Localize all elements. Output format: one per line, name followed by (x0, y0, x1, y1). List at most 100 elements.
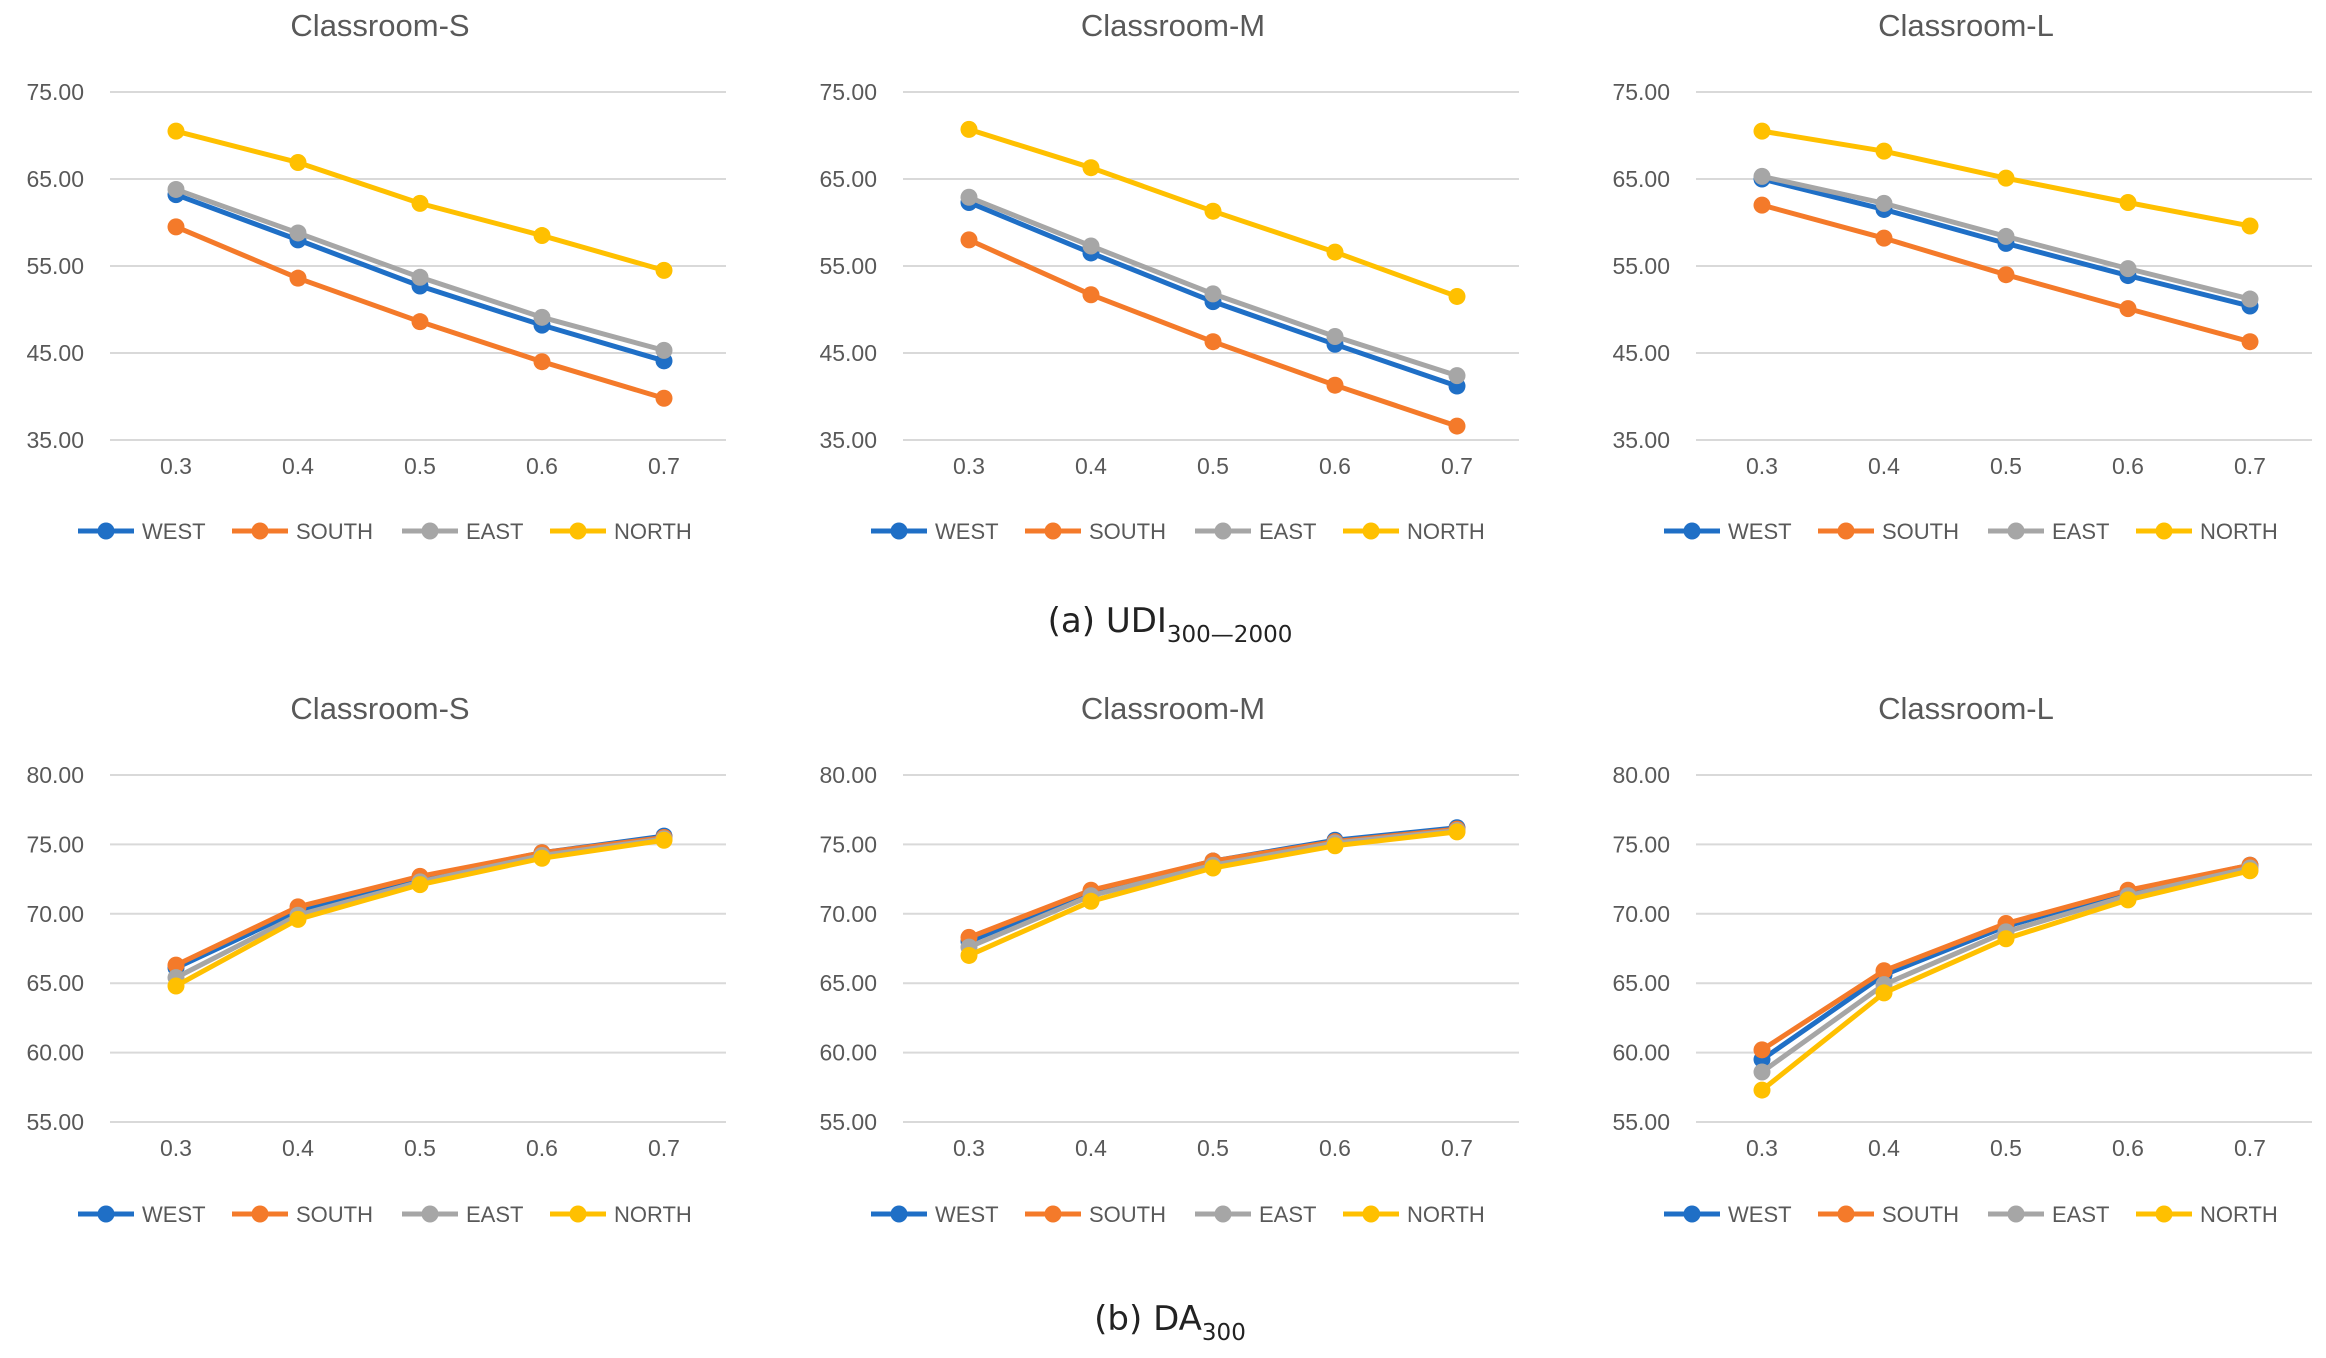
legend-item-south: SOUTH (232, 519, 373, 544)
data-point-north (167, 122, 185, 140)
data-point-south (1448, 417, 1466, 435)
x-tick-label: 0.6 (2112, 1135, 2144, 1161)
data-point-north (411, 194, 429, 212)
legend-item-west: WEST (78, 1202, 206, 1227)
legend-label: WEST (935, 519, 999, 544)
y-tick-label: 65.00 (26, 166, 84, 192)
data-point-north (1875, 984, 1893, 1002)
chart-title: Classroom-L (1878, 8, 2054, 43)
data-point-north (1997, 169, 2015, 187)
data-point-north (1326, 243, 1344, 261)
legend-marker (1683, 522, 1701, 540)
y-tick-label: 65.00 (26, 970, 84, 996)
legend-label: NORTH (1407, 1202, 1485, 1227)
data-point-north (1204, 859, 1222, 877)
y-tick-label: 60.00 (1612, 1040, 1670, 1066)
x-tick-label: 0.5 (1990, 453, 2022, 479)
legend-item-south: SOUTH (1818, 519, 1959, 544)
data-point-east (2119, 260, 2137, 278)
legend-label: EAST (1259, 1202, 1316, 1227)
y-tick-label: 45.00 (819, 340, 877, 366)
y-tick-label: 55.00 (1612, 253, 1670, 279)
legend-marker (251, 522, 269, 540)
data-point-north (1326, 837, 1344, 855)
data-point-north (1997, 930, 2015, 948)
data-point-east (1448, 367, 1466, 385)
legend-item-north: NORTH (2136, 519, 2278, 544)
y-tick-label: 45.00 (26, 340, 84, 366)
legend-item-south: SOUTH (1818, 1202, 1959, 1227)
data-point-east (411, 268, 429, 286)
legend-label: WEST (935, 1202, 999, 1227)
data-point-north (2119, 193, 2137, 211)
legend-label: WEST (142, 519, 206, 544)
x-tick-label: 0.5 (404, 1135, 436, 1161)
x-tick-label: 0.7 (2234, 1135, 2266, 1161)
legend-marker (2155, 1205, 2173, 1223)
x-tick-label: 0.6 (526, 1135, 558, 1161)
chart-title: Classroom-S (290, 691, 469, 726)
x-tick-label: 0.3 (160, 453, 192, 479)
legend-label: NORTH (2200, 1202, 2278, 1227)
data-point-east (655, 341, 673, 359)
chart-panel-6: Classroom-L 55.00 60.00 65.00 70.00 75.00 80.0… (1612, 691, 2312, 1227)
x-tick-label: 0.6 (1319, 453, 1351, 479)
data-point-south (2119, 300, 2137, 318)
x-tick-label: 0.3 (1746, 1135, 1778, 1161)
data-point-north (1448, 823, 1466, 841)
y-tick-label: 75.00 (819, 831, 877, 857)
legend-label: EAST (466, 1202, 523, 1227)
data-point-north (167, 977, 185, 995)
x-tick-label: 0.3 (953, 1135, 985, 1161)
x-tick-label: 0.6 (526, 453, 558, 479)
data-point-north (1875, 142, 1893, 160)
legend-label: EAST (466, 519, 523, 544)
legend-item-north: NORTH (1343, 519, 1485, 544)
series-line-east (173, 836, 667, 981)
x-tick-label: 0.7 (1441, 1135, 1473, 1161)
y-tick-label: 45.00 (1612, 340, 1670, 366)
x-tick-label: 0.4 (1075, 453, 1107, 479)
y-tick-label: 65.00 (819, 970, 877, 996)
data-point-north (960, 120, 978, 138)
data-point-south (411, 313, 429, 331)
y-tick-label: 70.00 (1612, 901, 1670, 927)
data-point-south (1082, 286, 1100, 304)
legend-label: EAST (2052, 519, 2109, 544)
data-point-south (960, 231, 978, 249)
legend-label: SOUTH (296, 519, 373, 544)
legend-marker (1214, 1205, 1232, 1223)
y-tick-label: 60.00 (26, 1040, 84, 1066)
legend-item-east: EAST (402, 519, 523, 544)
legend-item-north: NORTH (550, 519, 692, 544)
x-tick-label: 0.3 (1746, 453, 1778, 479)
data-point-south (167, 956, 185, 974)
y-tick-label: 55.00 (819, 253, 877, 279)
chart-panel-3: Classroom-L 35.00 45.00 55.00 65.00 75.00 0.3 0… (1612, 8, 2312, 544)
legend-item-north: NORTH (2136, 1202, 2278, 1227)
legend-label: WEST (1728, 519, 1792, 544)
data-point-south (1326, 376, 1344, 394)
legend-item-east: EAST (1988, 1202, 2109, 1227)
legend-item-east: EAST (1988, 519, 2109, 544)
data-point-south (2241, 333, 2259, 351)
legend-item-west: WEST (1664, 519, 1792, 544)
data-point-east (960, 188, 978, 206)
data-point-north (2119, 891, 2137, 909)
data-point-north (1753, 1081, 1771, 1099)
legend-item-south: SOUTH (1025, 519, 1166, 544)
caption-b: (b) DA300 (1094, 1299, 1246, 1346)
data-point-south (1875, 229, 1893, 247)
data-point-east (533, 308, 551, 326)
data-point-south (289, 269, 307, 287)
y-tick-label: 55.00 (26, 253, 84, 279)
data-point-east (1753, 167, 1771, 185)
legend-label: WEST (1728, 1202, 1792, 1227)
y-tick-label: 75.00 (26, 831, 84, 857)
legend-item-south: SOUTH (1025, 1202, 1166, 1227)
y-tick-label: 55.00 (26, 1109, 84, 1135)
data-point-east (167, 180, 185, 198)
legend-marker (421, 522, 439, 540)
caption-b-main: (b) DA (1094, 1299, 1202, 1339)
legend-label: SOUTH (1882, 519, 1959, 544)
